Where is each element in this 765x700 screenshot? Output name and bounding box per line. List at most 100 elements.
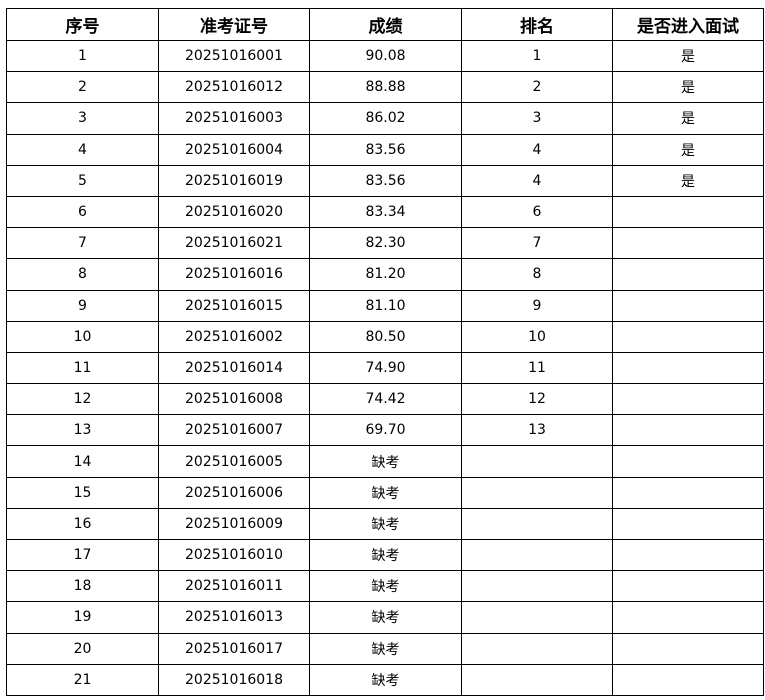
score-cell: 缺考 [309, 601, 462, 634]
table-row: 3 20251016003 86.02 3 是 [6, 102, 764, 135]
table-row: 5 20251016019 83.56 4 是 [6, 164, 764, 197]
score-cell: 69.70 [309, 414, 462, 447]
seq-cell: 10 [6, 320, 159, 353]
interview-cell [612, 632, 764, 665]
interview-cell [612, 351, 764, 385]
header-score: 成绩 [309, 8, 462, 41]
table-row: 1 20251016001 90.08 1 是 [6, 39, 764, 73]
ticket-number-cell: 20251016018 [158, 663, 310, 696]
header-seq: 序号 [6, 8, 159, 41]
table-row: 12 20251016008 74.42 12 [6, 383, 764, 416]
score-cell: 缺考 [309, 663, 462, 696]
score-cell: 缺考 [309, 476, 462, 509]
table-row: 4 20251016004 83.56 4 是 [6, 133, 764, 166]
table-row: 14 20251016005 缺考 [6, 445, 764, 478]
rank-cell: 13 [461, 414, 613, 447]
seq-cell: 15 [6, 476, 159, 509]
header-rank: 排名 [461, 8, 613, 41]
table-row: 11 20251016014 74.90 11 [6, 351, 764, 385]
rank-cell [461, 570, 613, 603]
seq-cell: 13 [6, 414, 159, 447]
table-row: 18 20251016011 缺考 [6, 570, 764, 603]
seq-cell: 2 [6, 71, 159, 104]
seq-cell: 12 [6, 383, 159, 416]
rank-cell: 9 [461, 289, 613, 322]
rank-cell: 4 [461, 133, 613, 166]
header-row: 序号 准考证号 成绩 排名 是否进入面试 [6, 8, 764, 41]
table-row: 16 20251016009 缺考 [6, 507, 764, 541]
ticket-number-cell: 20251016001 [158, 39, 310, 73]
score-cell: 80.50 [309, 320, 462, 353]
header-interview: 是否进入面试 [612, 8, 764, 41]
table-row: 21 20251016018 缺考 [6, 663, 764, 696]
ticket-number-cell: 20251016009 [158, 507, 310, 541]
rank-cell: 1 [461, 39, 613, 73]
interview-cell [612, 414, 764, 447]
interview-cell: 是 [612, 133, 764, 166]
table-row: 9 20251016015 81.10 9 [6, 289, 764, 322]
ticket-number-cell: 20251016007 [158, 414, 310, 447]
results-table: 序号 准考证号 成绩 排名 是否进入面试 1 20251016001 90.08 1 是… [6, 8, 764, 696]
seq-cell: 8 [6, 258, 159, 291]
rank-cell [461, 476, 613, 509]
seq-cell: 20 [6, 632, 159, 665]
ticket-number-cell: 20251016005 [158, 445, 310, 478]
interview-cell [612, 663, 764, 696]
seq-cell: 7 [6, 227, 159, 260]
rank-cell: 8 [461, 258, 613, 291]
interview-cell: 是 [612, 39, 764, 73]
score-cell: 缺考 [309, 632, 462, 665]
ticket-number-cell: 20251016013 [158, 601, 310, 634]
ticket-number-cell: 20251016021 [158, 227, 310, 260]
ticket-number-cell: 20251016002 [158, 320, 310, 353]
score-cell: 90.08 [309, 39, 462, 73]
score-cell: 缺考 [309, 445, 462, 478]
seq-cell: 18 [6, 570, 159, 603]
ticket-number-cell: 20251016012 [158, 71, 310, 104]
rank-cell [461, 663, 613, 696]
rank-cell [461, 507, 613, 541]
score-cell: 81.10 [309, 289, 462, 322]
interview-cell [612, 258, 764, 291]
interview-cell: 是 [612, 164, 764, 197]
rank-cell: 6 [461, 195, 613, 229]
table-row: 17 20251016010 缺考 [6, 538, 764, 572]
seq-cell: 11 [6, 351, 159, 385]
ticket-number-cell: 20251016017 [158, 632, 310, 665]
table-body: 1 20251016001 90.08 1 是 2 20251016012 88.88 2 是 3 2… [6, 39, 764, 696]
table-row: 10 20251016002 80.50 10 [6, 320, 764, 353]
rank-cell [461, 538, 613, 572]
table-row: 20 20251016017 缺考 [6, 632, 764, 665]
table-row: 13 20251016007 69.70 13 [6, 414, 764, 447]
rank-cell [461, 601, 613, 634]
ticket-number-cell: 20251016019 [158, 164, 310, 197]
seq-cell: 16 [6, 507, 159, 541]
score-cell: 缺考 [309, 507, 462, 541]
interview-cell [612, 476, 764, 509]
ticket-number-cell: 20251016003 [158, 102, 310, 135]
score-cell: 82.30 [309, 227, 462, 260]
interview-cell [612, 445, 764, 478]
ticket-number-cell: 20251016008 [158, 383, 310, 416]
interview-cell [612, 507, 764, 541]
rank-cell: 2 [461, 71, 613, 104]
ticket-number-cell: 20251016020 [158, 195, 310, 229]
rank-cell: 11 [461, 351, 613, 385]
seq-cell: 4 [6, 133, 159, 166]
header-ticket-number: 准考证号 [158, 8, 310, 41]
ticket-number-cell: 20251016004 [158, 133, 310, 166]
score-cell: 83.56 [309, 164, 462, 197]
ticket-number-cell: 20251016015 [158, 289, 310, 322]
rank-cell: 7 [461, 227, 613, 260]
interview-cell [612, 570, 764, 603]
score-cell: 缺考 [309, 538, 462, 572]
interview-cell [612, 227, 764, 260]
rank-cell: 4 [461, 164, 613, 197]
interview-cell [612, 383, 764, 416]
seq-cell: 3 [6, 102, 159, 135]
interview-cell: 是 [612, 102, 764, 135]
ticket-number-cell: 20251016010 [158, 538, 310, 572]
rank-cell [461, 445, 613, 478]
table-row: 19 20251016013 缺考 [6, 601, 764, 634]
table-row: 2 20251016012 88.88 2 是 [6, 71, 764, 104]
